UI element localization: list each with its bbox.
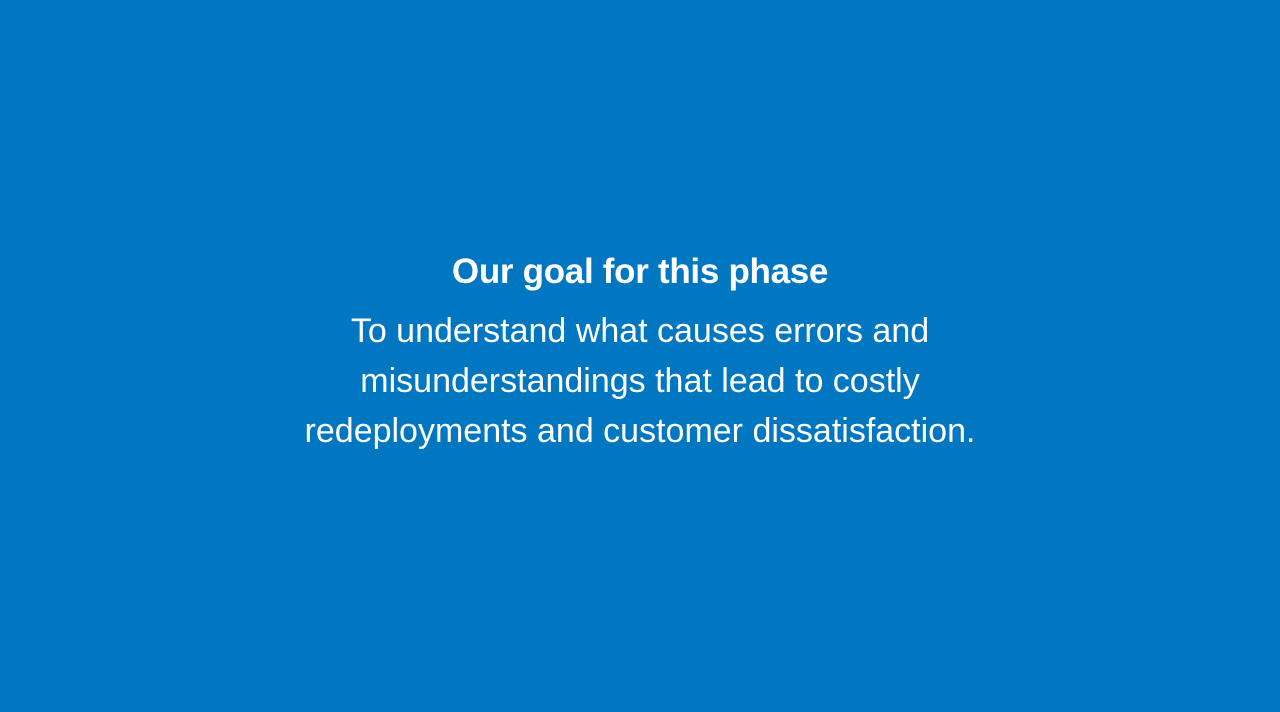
slide-heading: Our goal for this phase [451, 252, 829, 291]
body-line: redeployments and customer dissatisfacti… [304, 412, 976, 450]
slide-body: To understand what causes errors and mis… [0, 306, 1280, 456]
body-line: To understand what causes errors and [350, 312, 930, 350]
slide-content: Our goal for this phase To understand wh… [0, 248, 1280, 456]
body-line: misunderstandings that lead to costly [360, 362, 920, 400]
